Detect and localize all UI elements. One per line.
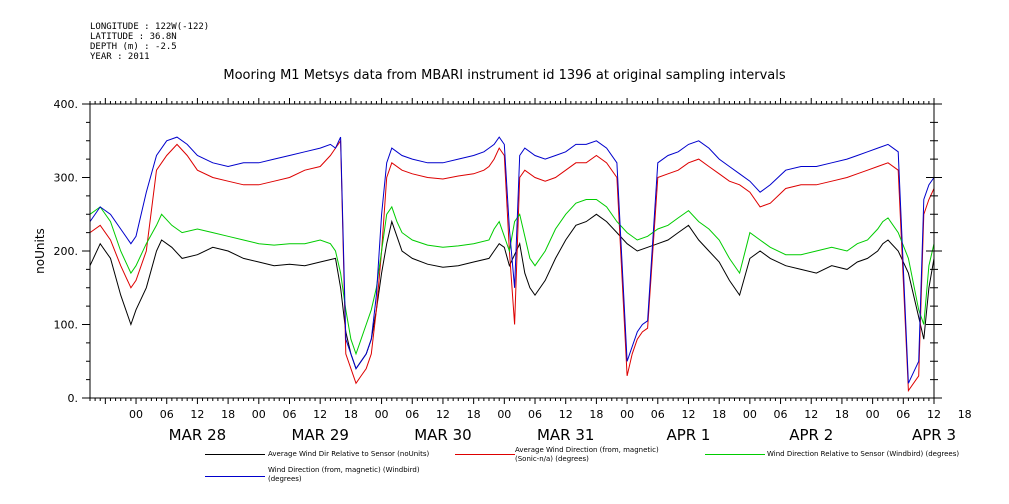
x-tick-label: 18 (712, 408, 726, 421)
x-tick-label: 12 (313, 408, 327, 421)
x-tick-label: 12 (190, 408, 204, 421)
x-tick-label: 18 (467, 408, 481, 421)
x-tick-label: 18 (958, 408, 972, 421)
x-tick-label: 06 (405, 408, 419, 421)
x-day-label: MAR 31 (537, 426, 594, 444)
x-tick-label: 06 (282, 408, 296, 421)
x-tick-label: 12 (559, 408, 573, 421)
x-day-label: MAR 30 (414, 426, 471, 444)
series-line-3 (89, 199, 935, 356)
series-line-2 (89, 139, 935, 393)
x-tick-label: 06 (160, 408, 174, 421)
x-tick-label: 18 (835, 408, 849, 421)
x-tick-label: 06 (774, 408, 788, 421)
x-day-label: APR 3 (912, 426, 956, 444)
x-tick-label: 06 (896, 408, 910, 421)
latitude-label: LATITUDE : 36.8N (90, 32, 177, 42)
x-tick-label: 00 (620, 408, 634, 421)
x-day-label: MAR 28 (169, 426, 226, 444)
plot-frame (89, 103, 935, 399)
x-tick-label: 18 (344, 408, 358, 421)
depth-label: DEPTH (m) : -2.5 (90, 42, 177, 52)
y-axis-label: noUnits (33, 228, 47, 274)
y-tick-label: 200. (54, 245, 79, 258)
x-day-label: APR 2 (789, 426, 833, 444)
x-day-label: MAR 29 (291, 426, 348, 444)
x-tick-label: 06 (651, 408, 665, 421)
year-label: YEAR : 2011 (90, 52, 150, 62)
x-tick-label: 00 (866, 408, 880, 421)
y-tick-label: 400. (54, 98, 79, 111)
x-tick-label: 06 (528, 408, 542, 421)
x-tick-label: 18 (221, 408, 235, 421)
metadata-block: LONGITUDE : 122W(-122) LATITUDE : 36.8N … (90, 22, 209, 62)
x-tick-label: 00 (375, 408, 389, 421)
x-tick-label: 00 (252, 408, 266, 421)
x-tick-label: 12 (804, 408, 818, 421)
chart-title: Mooring M1 Metsys data from MBARI instru… (223, 68, 786, 83)
x-tick-label: 12 (436, 408, 450, 421)
x-tick-label: 00 (497, 408, 511, 421)
x-tick-label: 00 (129, 408, 143, 421)
x-tick-label: 12 (681, 408, 695, 421)
x-tick-label: 12 (927, 408, 941, 421)
x-tick-label: 00 (743, 408, 757, 421)
longitude-label: LONGITUDE : 122W(-122) (90, 22, 210, 32)
x-day-label: APR 1 (666, 426, 710, 444)
y-tick-label: 300. (54, 172, 79, 185)
x-tick-label: 18 (589, 408, 603, 421)
y-tick-label: 0. (68, 392, 79, 405)
series-line-4 (89, 136, 935, 384)
y-tick-label: 100. (54, 319, 79, 332)
